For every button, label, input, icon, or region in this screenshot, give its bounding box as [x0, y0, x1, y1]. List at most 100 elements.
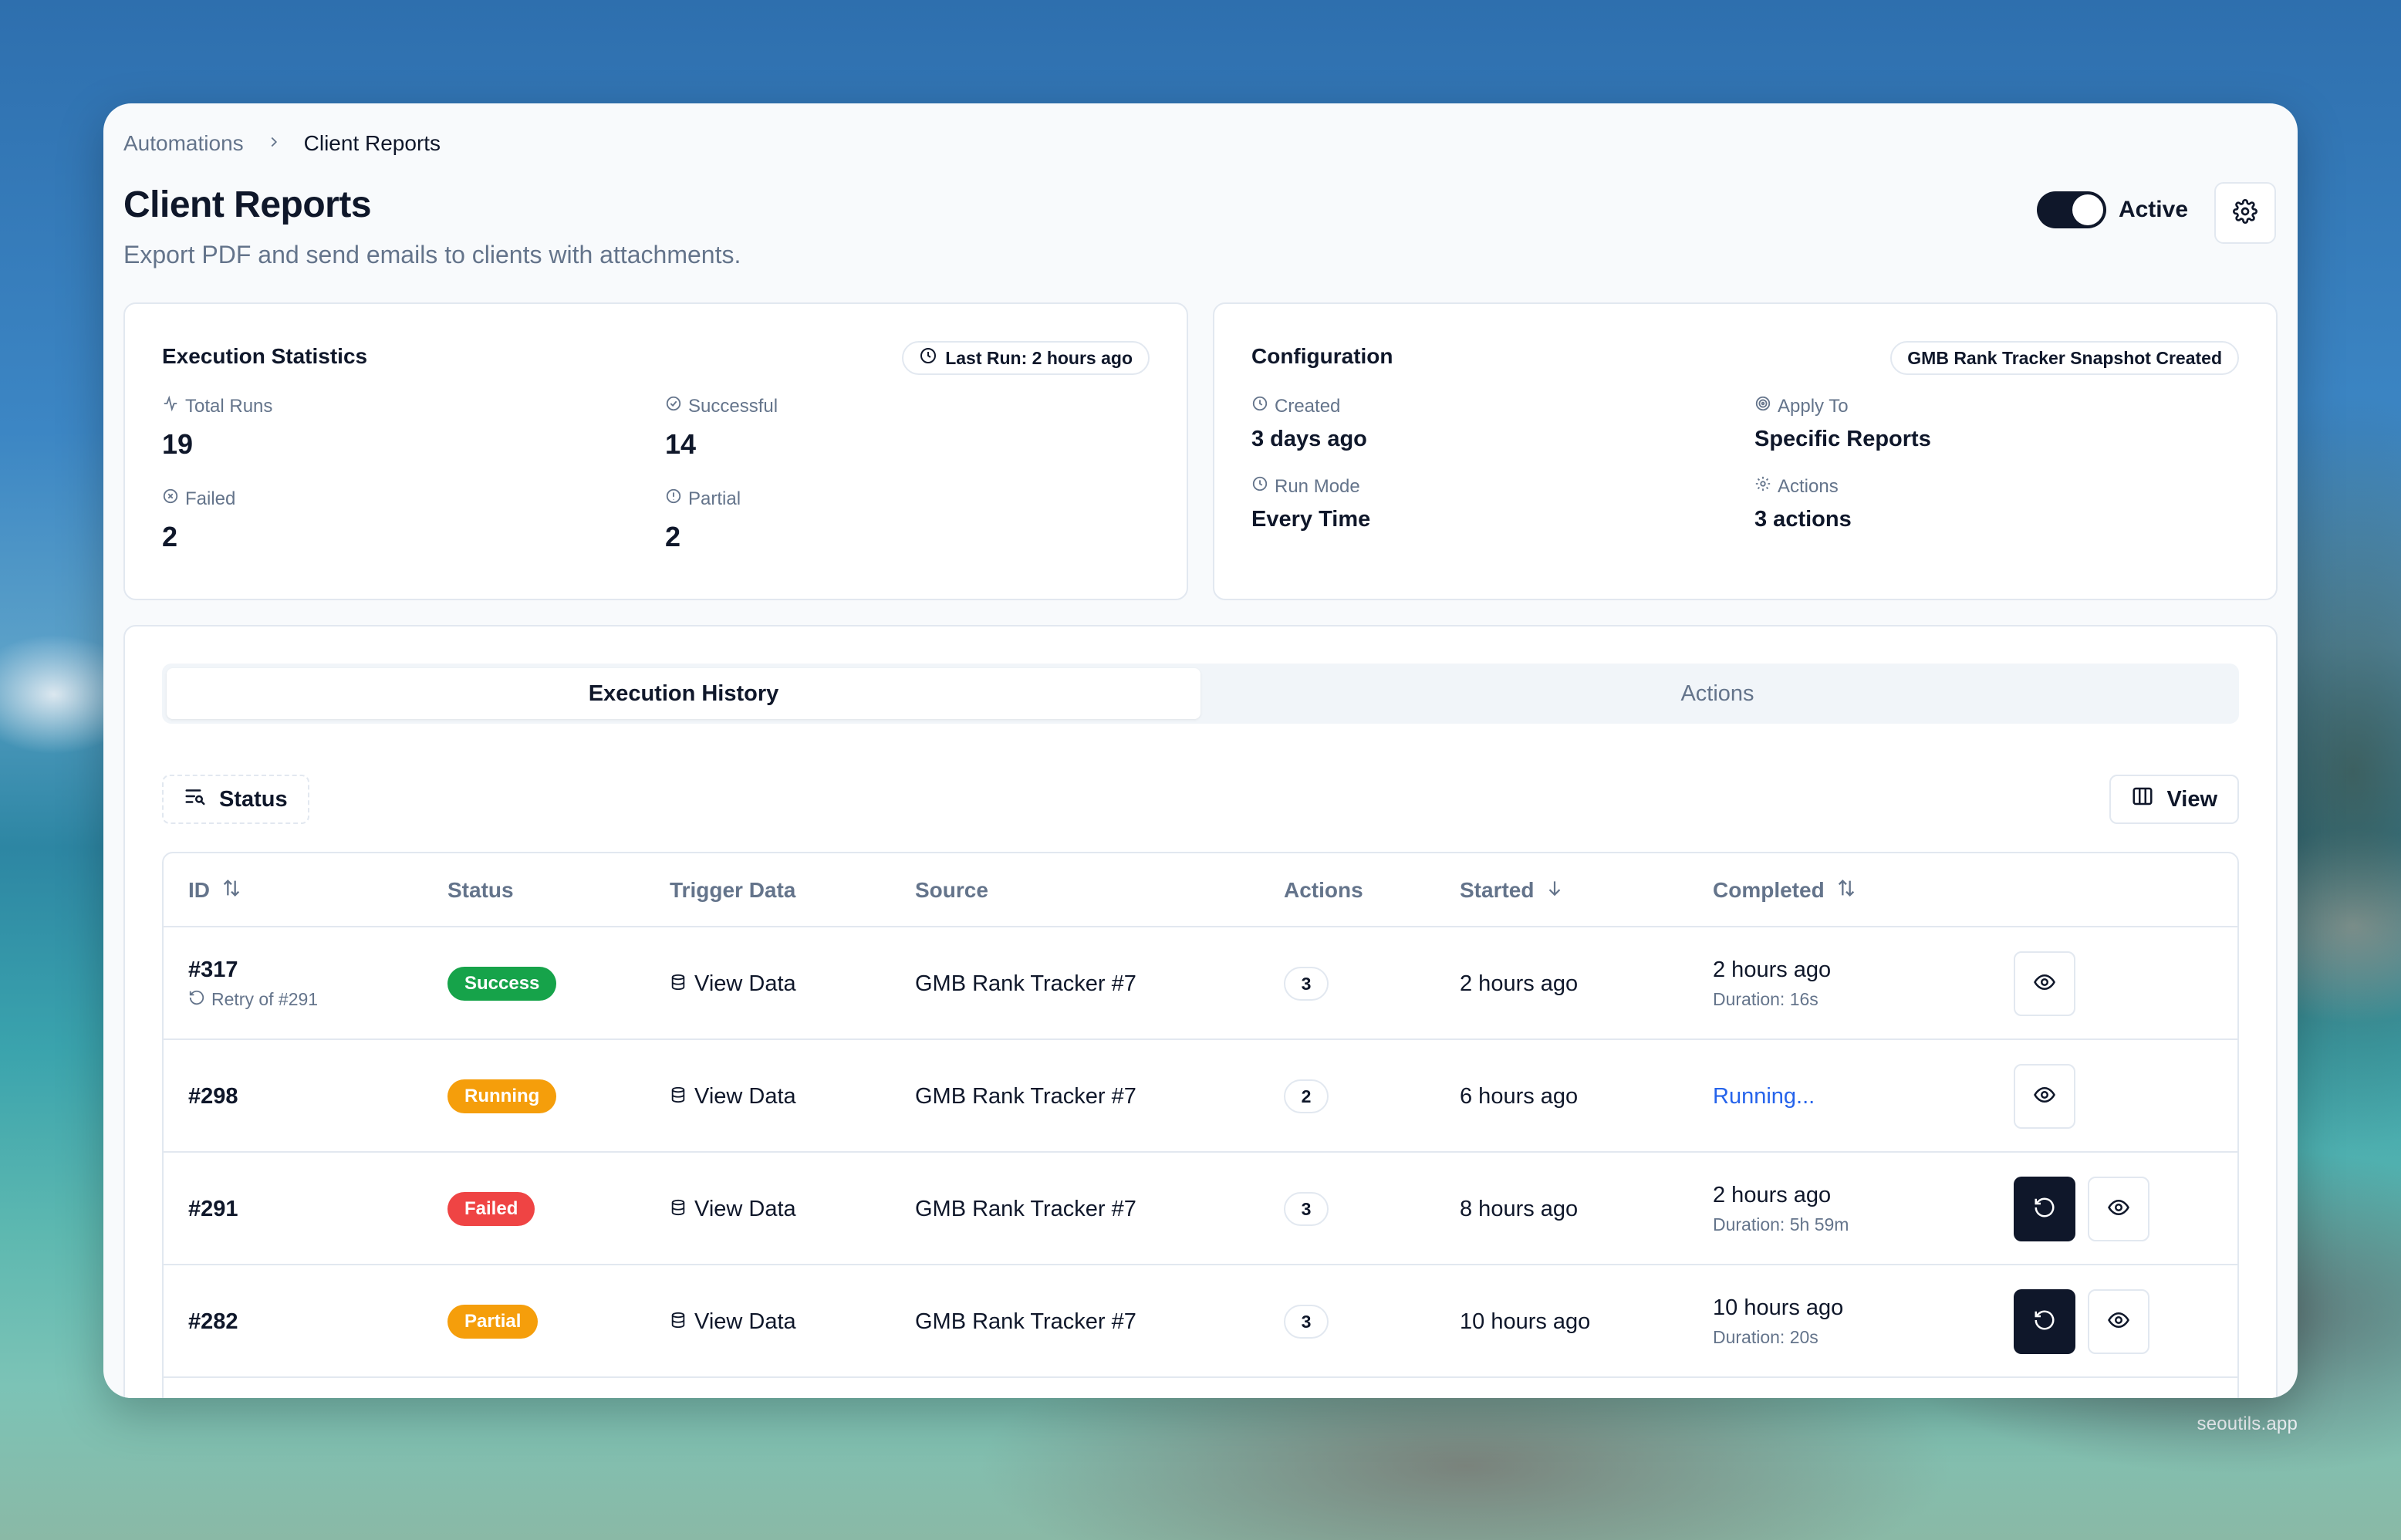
last-run-badge: Last Run: 2 hours ago: [902, 341, 1150, 375]
sort-icon: [1835, 877, 1857, 904]
trigger-badge: GMB Rank Tracker Snapshot Created: [1890, 341, 2239, 375]
running-status-text: Running...: [1713, 1083, 1815, 1109]
completed-time: 10 hours ago: [1713, 1295, 1844, 1320]
duration-text: Duration: 20s: [1713, 1327, 1818, 1347]
page-subtitle: Export PDF and send emails to clients wi…: [123, 241, 741, 268]
footer-brand: seoutils.app: [2197, 1413, 2298, 1434]
retry-execution-button[interactable]: [2014, 1177, 2075, 1241]
status-badge: Running: [447, 1079, 557, 1113]
retry-execution-button[interactable]: [2014, 1289, 2075, 1354]
columns-icon: [2131, 785, 2154, 814]
actions-value: 3 actions: [1754, 507, 1852, 532]
view-execution-button[interactable]: [2014, 951, 2075, 1016]
actions-label: Actions: [1778, 475, 1839, 497]
column-header-trigger-data: Trigger Data: [670, 878, 796, 902]
database-icon: [670, 1197, 687, 1222]
filter-list-icon: [184, 785, 207, 814]
sort-icon: [221, 877, 242, 904]
total-runs-label: Total Runs: [185, 395, 273, 417]
duration-text: Duration: 5h 59m: [1713, 1214, 1849, 1234]
successful-value: 14: [665, 428, 697, 460]
failed-value: 2: [162, 521, 178, 552]
table-header: ID Status Trigger Data Source Actions St…: [164, 853, 2237, 927]
column-header-started[interactable]: Started: [1460, 853, 1565, 927]
configuration-title: Configuration: [1251, 344, 1393, 368]
status-filter-button[interactable]: Status: [162, 775, 309, 824]
target-icon: [1754, 395, 1771, 417]
config-actions: Actions 3 actions: [1754, 475, 1852, 532]
cog-icon: [1754, 475, 1771, 498]
arrow-down-icon: [1545, 878, 1565, 903]
view-execution-button[interactable]: [2088, 1289, 2149, 1354]
active-toggle-label: Active: [2118, 197, 2188, 222]
tab-actions[interactable]: Actions: [1680, 681, 1754, 706]
alert-circle-icon: [665, 488, 682, 510]
clock-icon: [919, 346, 937, 370]
execution-id: #291: [188, 1196, 238, 1221]
tab-execution-history[interactable]: Execution History: [167, 668, 1200, 719]
actions-count-badge: 3: [1284, 1305, 1329, 1339]
chevron-right-icon: [265, 132, 282, 156]
actions-count-badge: 2: [1284, 1079, 1329, 1113]
total-runs-value: 19: [162, 428, 194, 460]
page-title: Client Reports: [123, 184, 372, 225]
failed-label: Failed: [185, 488, 236, 509]
column-header-source: Source: [915, 878, 988, 902]
eye-icon: [2107, 1309, 2130, 1336]
stat-partial: Partial 2: [665, 488, 741, 553]
partial-label: Partial: [688, 488, 741, 509]
stat-total-runs: Total Runs 19: [162, 395, 272, 461]
config-apply-to: Apply To Specific Reports: [1754, 395, 1931, 452]
settings-button[interactable]: [2214, 182, 2276, 244]
source-cell: GMB Rank Tracker #7: [915, 1083, 1136, 1109]
view-execution-button[interactable]: [2088, 1177, 2149, 1241]
view-data-link[interactable]: View Data: [670, 1197, 796, 1222]
last-run-text: Last Run: 2 hours ago: [945, 347, 1133, 368]
executions-table: ID Status Trigger Data Source Actions St…: [162, 852, 2239, 1398]
status-badge: Success: [447, 967, 557, 1001]
apply-to-value: Specific Reports: [1754, 427, 1931, 451]
table-row: #298 Running View Data GMB Rank Tracker …: [164, 1040, 2237, 1153]
view-data-link[interactable]: View Data: [670, 1084, 796, 1109]
app-window: Automations Client Reports Client Report…: [103, 103, 2298, 1398]
table-row: #317 Retry of #291 Success View Data GMB…: [164, 927, 2237, 1040]
eye-icon: [2033, 1083, 2056, 1110]
active-toggle-group: Active: [2036, 191, 2188, 228]
column-header-id[interactable]: ID: [188, 853, 242, 927]
history-panel: Execution History Actions Status View ID…: [123, 625, 2278, 1398]
rotate-ccw-icon: [188, 989, 205, 1011]
view-columns-button[interactable]: View: [2109, 775, 2239, 824]
source-cell: GMB Rank Tracker #7: [915, 971, 1136, 996]
actions-count-badge: 3: [1284, 1192, 1329, 1226]
config-created: Created 3 days ago: [1251, 395, 1367, 452]
database-icon: [670, 971, 687, 997]
rotate-ccw-icon: [2033, 1196, 2056, 1223]
stat-successful: Successful 14: [665, 395, 778, 461]
started-cell: 10 hours ago: [1460, 1309, 1591, 1334]
active-toggle[interactable]: [2036, 191, 2106, 228]
status-badge: Partial: [447, 1305, 539, 1339]
configuration-card: Configuration GMB Rank Tracker Snapshot …: [1213, 302, 2278, 600]
eye-icon: [2033, 971, 2056, 998]
status-badge: Failed: [447, 1192, 535, 1226]
activity-icon: [162, 395, 179, 417]
breadcrumb-automations-link[interactable]: Automations: [123, 131, 244, 155]
table-row: #291 Failed View Data GMB Rank Tracker #…: [164, 1153, 2237, 1265]
eye-icon: [2107, 1196, 2130, 1223]
column-header-actions: Actions: [1284, 878, 1363, 902]
view-data-link[interactable]: View Data: [670, 1309, 796, 1335]
created-label: Created: [1275, 395, 1341, 417]
stat-failed: Failed 2: [162, 488, 235, 553]
successful-label: Successful: [688, 395, 778, 417]
table-row-partial: [164, 1378, 2237, 1398]
view-data-link[interactable]: View Data: [670, 971, 796, 997]
column-header-completed[interactable]: Completed: [1713, 853, 1857, 927]
execution-id: #298: [188, 1083, 238, 1109]
database-icon: [670, 1309, 687, 1335]
actions-count-badge: 3: [1284, 967, 1329, 1001]
view-execution-button[interactable]: [2014, 1064, 2075, 1129]
database-icon: [670, 1084, 687, 1109]
execution-statistics-card: Execution Statistics Last Run: 2 hours a…: [123, 302, 1188, 600]
retry-note: Retry of #291: [188, 989, 318, 1011]
execution-id: #282: [188, 1309, 238, 1334]
